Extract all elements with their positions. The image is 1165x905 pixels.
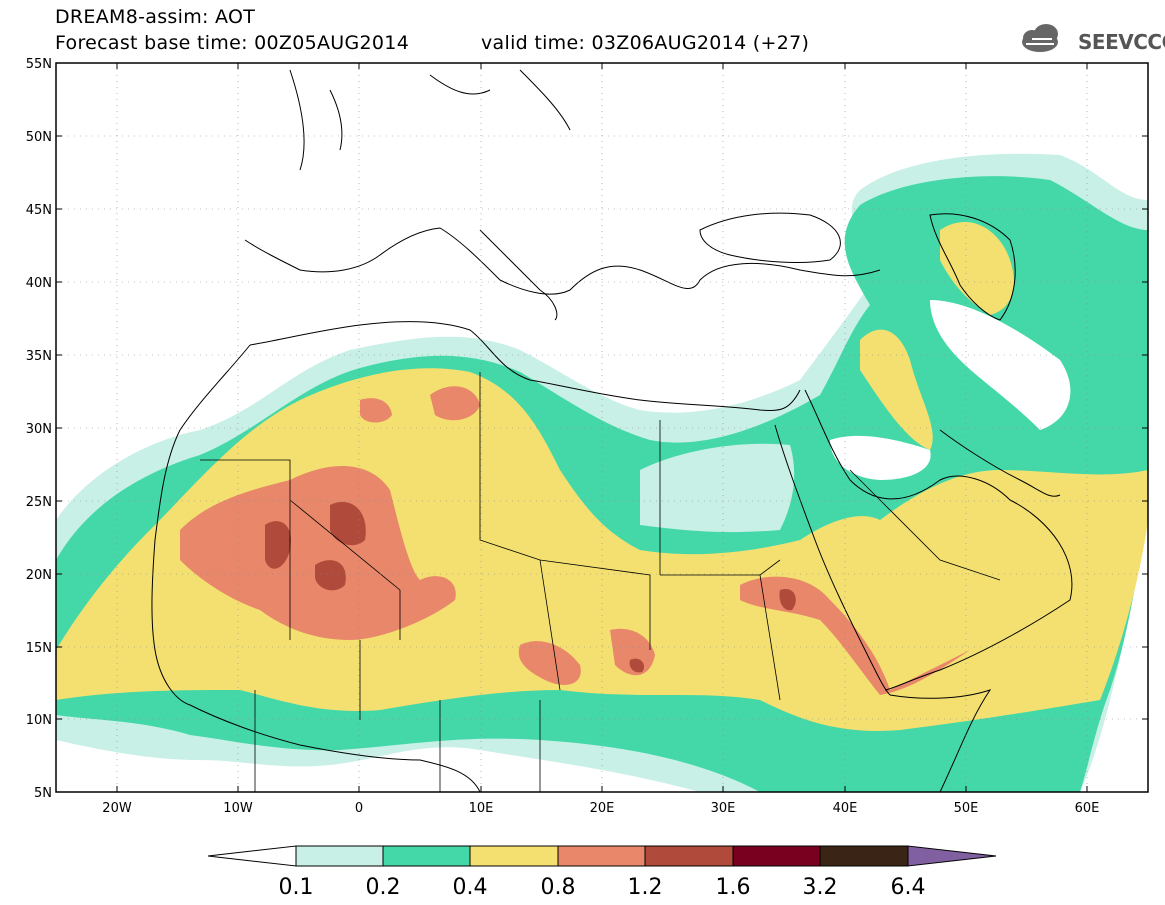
- legend-label: 0.1: [279, 875, 314, 900]
- coast-north-africa: [249, 321, 801, 412]
- aot-band-1.2-b: [330, 501, 366, 546]
- lat-label: 35N: [26, 349, 52, 364]
- coast-persian-gulf: [939, 429, 1061, 497]
- lat-label: 5N: [34, 786, 52, 801]
- map-title: DREAM8-assim: AOT: [55, 6, 256, 28]
- lat-label: 30N: [26, 422, 52, 437]
- aot-band-1.2-e: [629, 658, 645, 673]
- coast-west-africa: [151, 344, 481, 792]
- aot-band-1.2-c: [315, 560, 346, 591]
- aot-clear-iran: [930, 300, 1071, 430]
- lon-label: 40E: [833, 801, 858, 816]
- border-lines: [200, 372, 1001, 792]
- lon-label: 60E: [1075, 801, 1100, 816]
- lon-label: 30E: [711, 801, 736, 816]
- coast-arabia: [804, 389, 1073, 691]
- aot-band-0.8-libya: [430, 386, 480, 421]
- tick-marks: [56, 62, 1148, 793]
- aot-field: [56, 153, 1148, 792]
- forecast-times: Forecast base time: 00Z05AUG2014 valid ti…: [55, 32, 809, 54]
- legend-swatch: [382, 845, 471, 867]
- coast-horn-africa: [889, 689, 992, 792]
- aot-band-0.8-darfur: [610, 628, 655, 676]
- lat-label: 25N: [26, 495, 52, 510]
- lon-labels: 20W 10W 0 10E 20E 30E 40E 50E 60E: [102, 801, 1099, 816]
- legend-swatch: [207, 845, 297, 867]
- lon-label: 20E: [590, 801, 615, 816]
- aot-clear-egypt: [640, 443, 795, 533]
- legend-swatch: [295, 845, 384, 867]
- coast-black-sea: [699, 212, 841, 263]
- lon-label: 20W: [102, 801, 132, 816]
- cloud-icon: [1022, 24, 1058, 52]
- aot-band-1.2-a: [265, 521, 291, 569]
- coast-italy: [479, 229, 558, 321]
- lon-label: 0: [355, 801, 363, 816]
- legend-swatch: [732, 845, 821, 867]
- legend-labels: 0.1 0.2 0.4 0.8 1.2 1.6 3.2 6.4: [279, 875, 926, 900]
- aot-band-0.4-caspian: [940, 221, 1014, 315]
- coastlines: [151, 69, 1073, 792]
- aot-band-0.8-alg: [360, 398, 392, 423]
- graticule: [56, 63, 1148, 792]
- base-time: Forecast base time: 00Z05AUG2014: [55, 32, 410, 54]
- coast-caspian: [929, 213, 1016, 321]
- legend-swatch: [907, 845, 997, 867]
- lat-label: 15N: [26, 641, 52, 656]
- lon-label: 10W: [223, 801, 253, 816]
- seevccc-logo: [1022, 24, 1058, 52]
- legend-swatch: [469, 845, 559, 867]
- lat-label: 20N: [26, 568, 52, 583]
- aot-clear-arabia: [830, 435, 931, 480]
- coast-europe: [244, 227, 881, 295]
- coast-red-sea: [774, 424, 891, 696]
- aot-band-0.4-iraq: [860, 329, 933, 450]
- aot-band-0.8-sahara: [180, 466, 456, 640]
- lat-label: 45N: [26, 203, 52, 218]
- aot-band-1.2-d: [779, 589, 796, 611]
- lat-label: 50N: [26, 130, 52, 145]
- coast-northern-europe: [289, 69, 571, 171]
- valid-time: valid time: 03Z06AUG2014 (+27): [481, 32, 810, 54]
- legend-label: 1.2: [628, 875, 663, 900]
- color-legend: [207, 845, 997, 867]
- legend-label: 0.4: [453, 875, 488, 900]
- aot-band-0.8-sudan: [740, 576, 970, 695]
- legend-label: 6.4: [891, 875, 926, 900]
- lon-label: 10E: [469, 801, 494, 816]
- legend-label: 0.8: [541, 875, 576, 900]
- legend-swatch: [819, 845, 909, 867]
- lat-label: 40N: [26, 276, 52, 291]
- legend-swatch: [644, 845, 734, 867]
- aot-band-0.8-chad: [518, 641, 581, 685]
- lat-label: 55N: [26, 57, 52, 72]
- legend-label: 3.2: [803, 875, 838, 900]
- legend-label: 0.2: [366, 875, 401, 900]
- seevccc-logo-text: SEEVCCC: [1078, 30, 1165, 54]
- legend-swatch: [557, 845, 646, 867]
- lat-label: 10N: [26, 713, 52, 728]
- lon-label: 50E: [954, 801, 979, 816]
- legend-label: 1.6: [716, 875, 751, 900]
- lat-labels: 55N 50N 45N 40N 35N 30N 25N 20N 15N 10N …: [26, 57, 52, 801]
